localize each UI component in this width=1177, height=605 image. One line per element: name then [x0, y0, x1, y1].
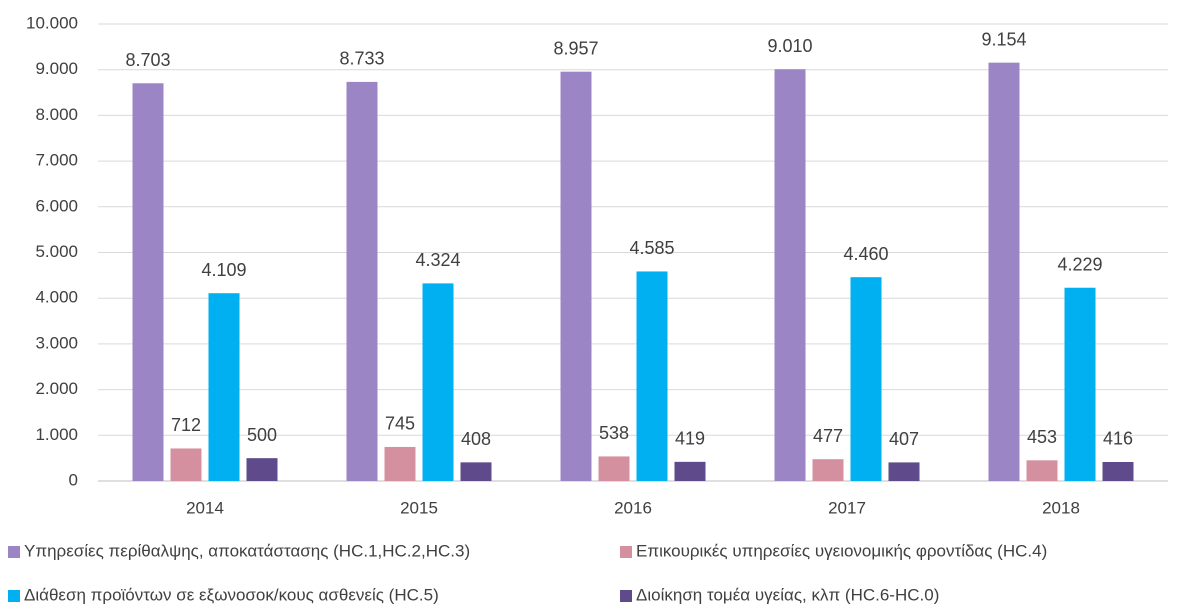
bar: [1064, 287, 1096, 481]
y-tick-label: 9.000: [35, 59, 78, 78]
bar: [460, 462, 492, 481]
y-tick-label: 10.000: [26, 13, 78, 32]
data-label: 477: [813, 426, 843, 446]
data-label: 500: [247, 425, 277, 445]
data-label: 9.010: [767, 36, 812, 56]
x-tick-label: 2017: [828, 498, 866, 517]
bar: [1102, 461, 1134, 481]
bar: [850, 277, 882, 481]
data-label: 419: [675, 429, 705, 449]
legend-label: Επικουρικές υπηρεσίες υγειονομικής φροντ…: [636, 541, 1047, 560]
legend-swatch: [8, 546, 20, 558]
bar: [774, 69, 806, 482]
bar: [384, 446, 416, 481]
data-label: 4.229: [1057, 254, 1102, 274]
legend-label: Διοίκηση τομέα υγείας, κλπ (HC.6-HC.0): [636, 585, 939, 604]
bar: [246, 458, 278, 481]
legend-label: Υπηρεσίες περίθαλψης, αποκατάστασης (HC.…: [24, 541, 470, 560]
y-tick-label: 6.000: [35, 196, 78, 215]
x-tick-label: 2015: [400, 498, 438, 517]
data-label: 407: [889, 429, 919, 449]
bar: [988, 62, 1020, 481]
y-tick-label: 5.000: [35, 242, 78, 261]
bar: [208, 293, 240, 481]
x-tick-label: 2014: [186, 498, 224, 517]
data-label: 4.324: [415, 250, 460, 270]
data-label: 8.703: [125, 50, 170, 70]
y-tick-label: 0: [69, 470, 78, 489]
x-tick-label: 2018: [1042, 498, 1080, 517]
bar: [170, 448, 202, 481]
data-label: 4.109: [201, 260, 246, 280]
bar: [888, 462, 920, 481]
bar: [812, 459, 844, 481]
data-label: 745: [385, 414, 415, 434]
y-tick-label: 1.000: [35, 425, 78, 444]
data-label: 8.733: [339, 49, 384, 69]
bar: [1026, 460, 1058, 481]
data-label: 408: [461, 429, 491, 449]
data-label: 453: [1027, 427, 1057, 447]
legend-swatch: [620, 546, 632, 558]
bar: [636, 271, 668, 481]
data-label: 538: [599, 423, 629, 443]
y-tick-label: 8.000: [35, 105, 78, 124]
data-label: 712: [171, 415, 201, 435]
data-label: 9.154: [981, 29, 1026, 49]
y-tick-label: 4.000: [35, 288, 78, 307]
legend-swatch: [620, 590, 632, 602]
legend-swatch: [8, 590, 20, 602]
data-label: 4.585: [629, 238, 674, 258]
bar: [132, 83, 164, 482]
legend-label: Διάθεση προϊόντων σε εξωνοσοκ/κους ασθεν…: [24, 585, 439, 604]
data-label: 4.460: [843, 244, 888, 264]
bar: [674, 461, 706, 481]
data-label: 8.957: [553, 38, 598, 58]
y-tick-label: 2.000: [35, 379, 78, 398]
x-tick-label: 2016: [614, 498, 652, 517]
data-label: 416: [1103, 429, 1133, 449]
bar: [346, 81, 378, 481]
bar: [422, 283, 454, 481]
y-tick-label: 7.000: [35, 151, 78, 170]
y-tick-label: 3.000: [35, 333, 78, 352]
bar: [560, 71, 592, 481]
bar: [598, 456, 630, 481]
